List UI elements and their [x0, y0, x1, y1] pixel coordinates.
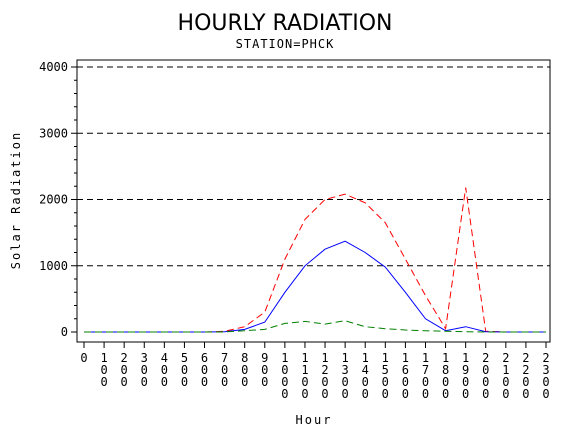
axes	[71, 59, 551, 348]
x-tick-label: 0	[80, 351, 87, 365]
y-tick-label: 0	[61, 325, 68, 339]
tick-labels: 0 1000 2000 3000 4000 0 1 0 0 2 0 0 3 0 0 4 0 0 5 0 0 6 0 0 7 0 0 8…	[39, 60, 550, 401]
plot-frame	[76, 59, 551, 343]
y-tick-label: 1000	[39, 259, 68, 273]
series-lines	[84, 187, 546, 333]
y-tick-label: 3000	[39, 126, 68, 140]
series-line-2	[84, 240, 546, 333]
y-tick-label: 2000	[39, 193, 68, 207]
y-axis-label: Solar Radiation	[9, 131, 23, 269]
grid-lines	[77, 66, 550, 267]
y-tick-label: 4000	[39, 60, 68, 74]
series-line-3	[84, 320, 546, 333]
chart-title: HOURLY RADIATION	[178, 11, 393, 36]
chart-subtitle: STATION=PHCK	[236, 37, 335, 51]
series-line-1	[84, 187, 546, 333]
x-axis-label: Hour	[296, 413, 333, 427]
